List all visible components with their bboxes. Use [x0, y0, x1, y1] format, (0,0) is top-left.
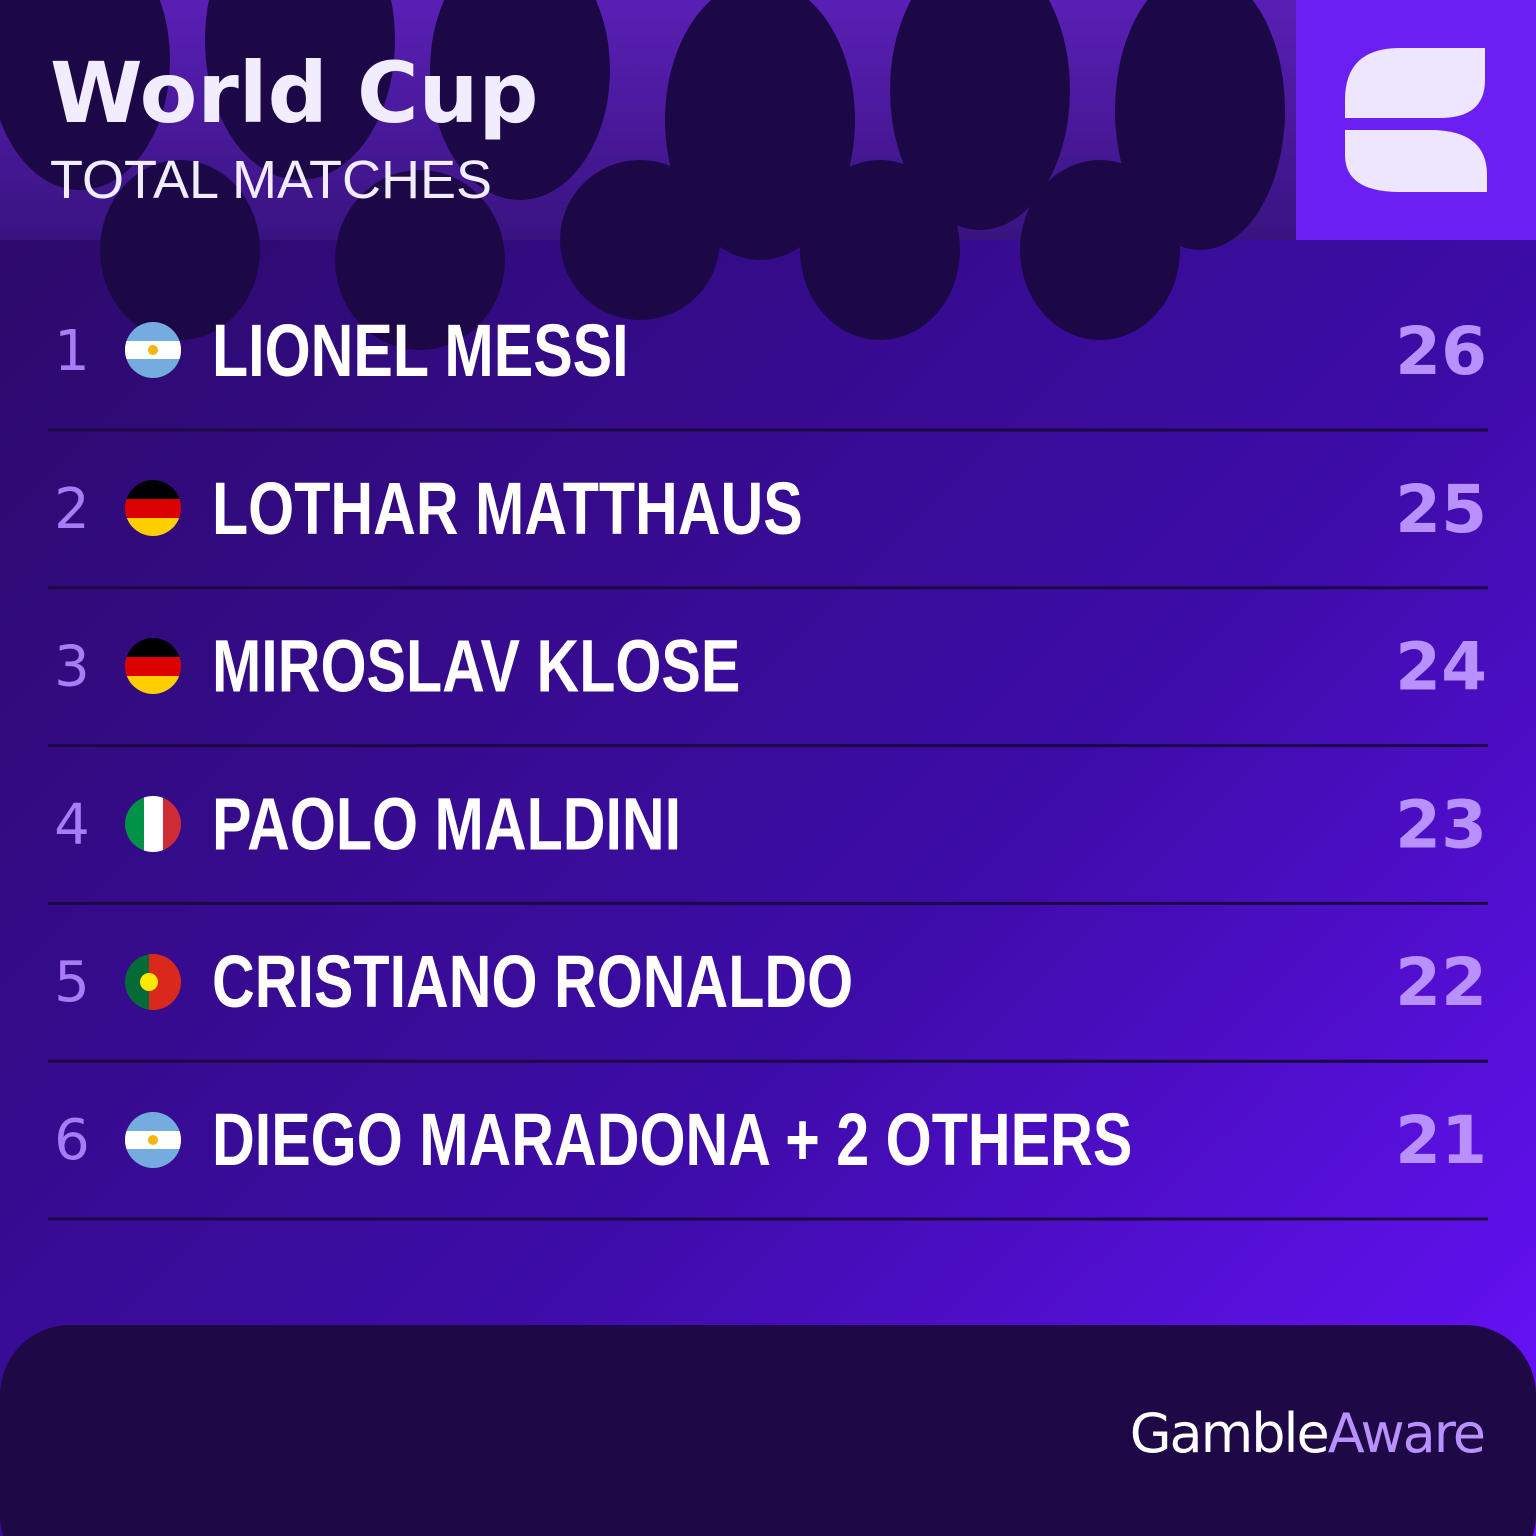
rank: 6 — [54, 1108, 90, 1173]
rank: 2 — [54, 477, 90, 542]
flag-germany — [125, 480, 181, 536]
flag-argentina — [125, 322, 181, 378]
match-count: 24 — [1395, 629, 1487, 706]
flag-italy — [125, 796, 181, 852]
flag-portugal — [125, 954, 181, 1010]
rows: 1 LIONEL MESSI 26 2 LOTHAR MATTHAUS 25 3 MIROSL… — [48, 310, 1488, 1221]
player-name: PAOLO MALDINI — [212, 783, 681, 866]
player-name: LIONEL MESSI — [212, 310, 629, 393]
flag-argentina — [125, 1112, 181, 1168]
match-count: 22 — [1395, 944, 1487, 1021]
rank: 5 — [54, 950, 90, 1015]
match-count: 23 — [1395, 786, 1487, 863]
logo-part: Aware — [1328, 1402, 1484, 1465]
subtitle: TOTAL MATCHES — [50, 150, 492, 210]
title: World Cup — [50, 44, 539, 142]
player-name: CRISTIANO RONALDO — [212, 941, 853, 1024]
logo-part: Gamble — [1130, 1402, 1328, 1465]
rank: 4 — [54, 792, 90, 857]
gambleaware-logo: GambleAware — [1130, 1402, 1484, 1465]
rank: 1 — [54, 319, 90, 384]
logo-box — [1296, 0, 1536, 240]
header-shade — [0, 0, 1296, 240]
match-count: 25 — [1395, 471, 1487, 548]
flag-germany — [125, 638, 181, 694]
brand-logo — [1345, 48, 1487, 192]
player-name: MIROSLAV KLOSE — [212, 625, 740, 708]
footer-panel — [0, 1325, 1536, 1536]
player-name: DIEGO MARADONA + 2 OTHERS — [212, 1099, 1132, 1182]
player-name: LOTHAR MATTHAUS — [212, 468, 803, 551]
rank: 3 — [54, 635, 90, 700]
match-count: 21 — [1395, 1102, 1487, 1179]
header-pattern — [0, 0, 1285, 350]
match-count: 26 — [1395, 313, 1487, 390]
